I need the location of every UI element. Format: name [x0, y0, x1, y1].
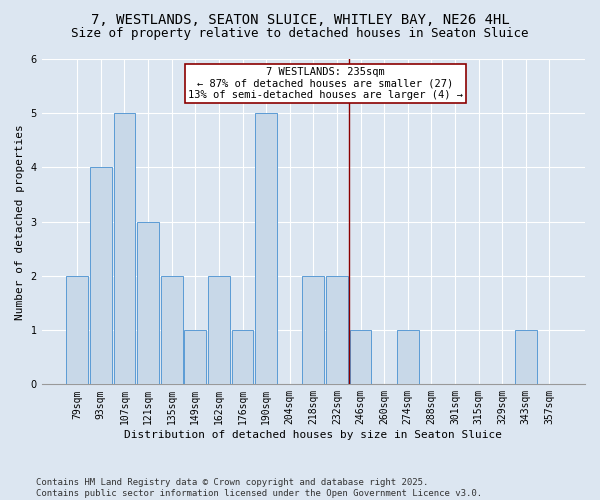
Bar — [515, 330, 536, 384]
Bar — [397, 330, 419, 384]
Text: Contains HM Land Registry data © Crown copyright and database right 2025.
Contai: Contains HM Land Registry data © Crown c… — [36, 478, 482, 498]
Y-axis label: Number of detached properties: Number of detached properties — [15, 124, 25, 320]
Bar — [67, 276, 88, 384]
Bar — [326, 276, 348, 384]
Bar — [184, 330, 206, 384]
Bar — [113, 113, 136, 384]
Bar — [255, 113, 277, 384]
Text: Size of property relative to detached houses in Seaton Sluice: Size of property relative to detached ho… — [71, 28, 529, 40]
Bar — [232, 330, 253, 384]
Text: 7, WESTLANDS, SEATON SLUICE, WHITLEY BAY, NE26 4HL: 7, WESTLANDS, SEATON SLUICE, WHITLEY BAY… — [91, 12, 509, 26]
Bar — [161, 276, 182, 384]
Text: 7 WESTLANDS: 235sqm
← 87% of detached houses are smaller (27)
13% of semi-detach: 7 WESTLANDS: 235sqm ← 87% of detached ho… — [188, 67, 463, 100]
Bar — [90, 168, 112, 384]
Bar — [137, 222, 159, 384]
Bar — [208, 276, 230, 384]
X-axis label: Distribution of detached houses by size in Seaton Sluice: Distribution of detached houses by size … — [124, 430, 502, 440]
Bar — [302, 276, 324, 384]
Bar — [350, 330, 371, 384]
